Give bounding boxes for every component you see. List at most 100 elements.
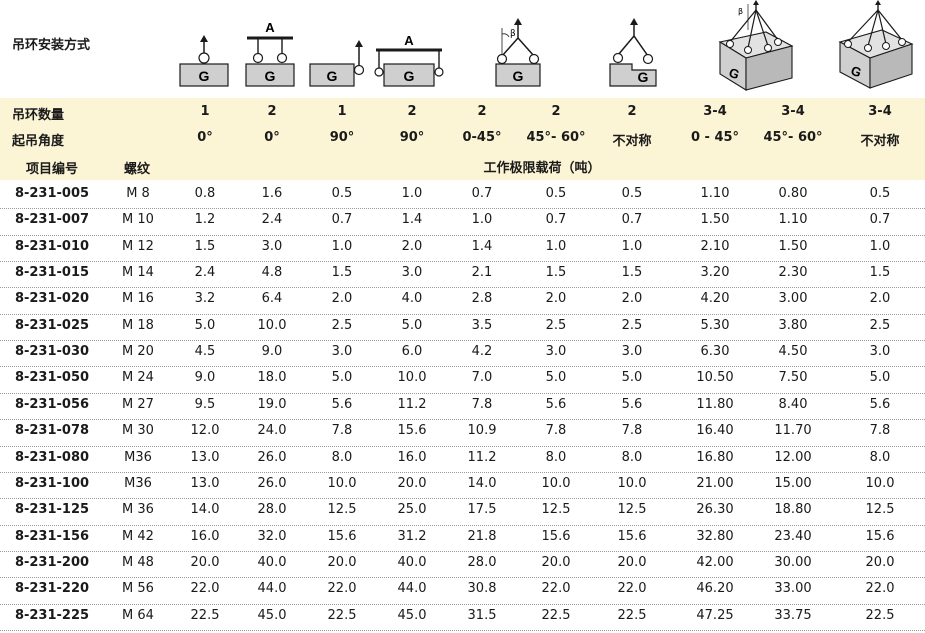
- item-number: 8-231-015: [14, 265, 90, 280]
- load-value: 8.0: [621, 450, 643, 465]
- item-number: 8-231-225: [14, 608, 90, 623]
- load-value: 2.4: [261, 212, 283, 227]
- item-number: 8-231-080: [14, 450, 90, 465]
- thread-size: M 56: [122, 581, 154, 596]
- load-value: 22.5: [190, 608, 220, 623]
- load-value: 0.7: [869, 212, 891, 227]
- load-value: 3.0: [331, 344, 353, 359]
- load-value: 11.2: [467, 450, 497, 465]
- load-value: 1.0: [545, 239, 567, 254]
- config-angle-1: 0°: [197, 130, 213, 145]
- load-value: 7.8: [869, 423, 891, 438]
- load-value: 32.80: [696, 529, 734, 544]
- load-value: 47.25: [696, 608, 734, 623]
- load-value: 40.0: [397, 555, 427, 570]
- load-value: 22.5: [327, 608, 357, 623]
- row-divider: [0, 314, 925, 315]
- load-value: 19.0: [257, 397, 287, 412]
- twin-vertical-spreader-diagram: A G: [245, 20, 295, 87]
- row-divider: [0, 287, 925, 288]
- load-value: 20.0: [541, 555, 571, 570]
- load-value: 3.80: [778, 318, 808, 333]
- config-angle-9: 45°- 60°: [763, 130, 823, 145]
- load-value: 22.0: [865, 581, 895, 596]
- thread-size: M 18: [122, 318, 154, 333]
- item-number: 8-231-010: [14, 239, 90, 254]
- diagram-letter-g: G: [727, 65, 742, 83]
- load-value: 0.5: [869, 186, 891, 201]
- config-angle-4: 90°: [399, 130, 425, 145]
- load-value: 14.0: [467, 476, 497, 491]
- lift-angle-label: 起吊角度: [12, 134, 65, 149]
- load-value: 2.30: [778, 265, 808, 280]
- load-value: 9.5: [194, 397, 216, 412]
- load-value: 12.5: [541, 502, 571, 517]
- thread-size: M 24: [122, 370, 154, 385]
- config-count-6: 2: [551, 104, 561, 119]
- load-value: 31.5: [467, 608, 497, 623]
- sling-count-label: 吊环数量: [12, 108, 65, 123]
- load-value: 0.5: [331, 186, 353, 201]
- load-value: 30.00: [774, 555, 812, 570]
- load-value: 3.5: [471, 318, 493, 333]
- load-value: 4.50: [778, 344, 808, 359]
- load-value: 5.0: [194, 318, 216, 333]
- load-value: 1.0: [621, 239, 643, 254]
- item-number: 8-231-025: [14, 318, 90, 333]
- load-value: 1.0: [869, 239, 891, 254]
- load-value: 6.4: [261, 291, 283, 306]
- load-value: 44.0: [397, 581, 427, 596]
- column-header-band: [0, 154, 925, 180]
- item-number: 8-231-100: [14, 476, 90, 491]
- thread-size: M 8: [126, 186, 150, 201]
- row-divider: [0, 525, 925, 526]
- load-value: 2.5: [621, 318, 643, 333]
- load-value: 3.0: [261, 239, 283, 254]
- row-divider: [0, 498, 925, 499]
- load-value: 15.6: [617, 529, 647, 544]
- thread-size: M36: [124, 450, 152, 465]
- load-value: 12.5: [865, 502, 895, 517]
- config-count-2: 2: [267, 104, 277, 119]
- load-value: 2.10: [700, 239, 730, 254]
- load-value: 20.0: [617, 555, 647, 570]
- load-value: 10.0: [865, 476, 895, 491]
- load-value: 24.0: [257, 423, 287, 438]
- load-value: 1.5: [331, 265, 353, 280]
- load-value: 0.5: [545, 186, 567, 201]
- install-method-label: 吊环安装方式: [12, 38, 91, 53]
- load-value: 20.0: [327, 555, 357, 570]
- load-value: 1.50: [778, 239, 808, 254]
- config-count-5: 2: [477, 104, 487, 119]
- four-leg-asymmetric-diagram: G: [838, 0, 914, 89]
- load-value: 22.0: [541, 581, 571, 596]
- load-value: 0.7: [621, 212, 643, 227]
- thread-size: M 30: [122, 423, 154, 438]
- load-value: 15.6: [327, 529, 357, 544]
- config-count-3: 1: [337, 104, 347, 119]
- load-value: 5.0: [331, 370, 353, 385]
- diagram-letter-beta: β: [738, 7, 743, 16]
- config-count-1: 1: [200, 104, 210, 119]
- diagram-letter-g: G: [638, 69, 649, 85]
- row-divider: [0, 551, 925, 552]
- load-value: 2.0: [401, 239, 423, 254]
- load-value: 1.10: [778, 212, 808, 227]
- config-angle-10: 不对称: [860, 134, 900, 149]
- load-value: 5.0: [401, 318, 423, 333]
- load-value: 15.6: [397, 423, 427, 438]
- thread-size: M 16: [122, 291, 154, 306]
- load-value: 1.0: [471, 212, 493, 227]
- load-value: 22.5: [865, 608, 895, 623]
- load-value: 3.00: [778, 291, 808, 306]
- row-divider: [0, 604, 925, 605]
- load-value: 1.0: [331, 239, 353, 254]
- load-value: 1.0: [401, 186, 423, 201]
- load-value: 8.40: [778, 397, 808, 412]
- config-angle-3: 90°: [329, 130, 355, 145]
- load-value: 2.8: [471, 291, 493, 306]
- load-value: 1.5: [869, 265, 891, 280]
- diagram-letter-g: G: [849, 63, 864, 81]
- load-value: 4.0: [401, 291, 423, 306]
- load-value: 0.5: [621, 186, 643, 201]
